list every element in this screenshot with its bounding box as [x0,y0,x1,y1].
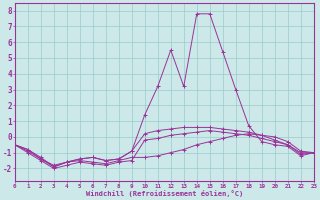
X-axis label: Windchill (Refroidissement éolien,°C): Windchill (Refroidissement éolien,°C) [86,190,243,197]
